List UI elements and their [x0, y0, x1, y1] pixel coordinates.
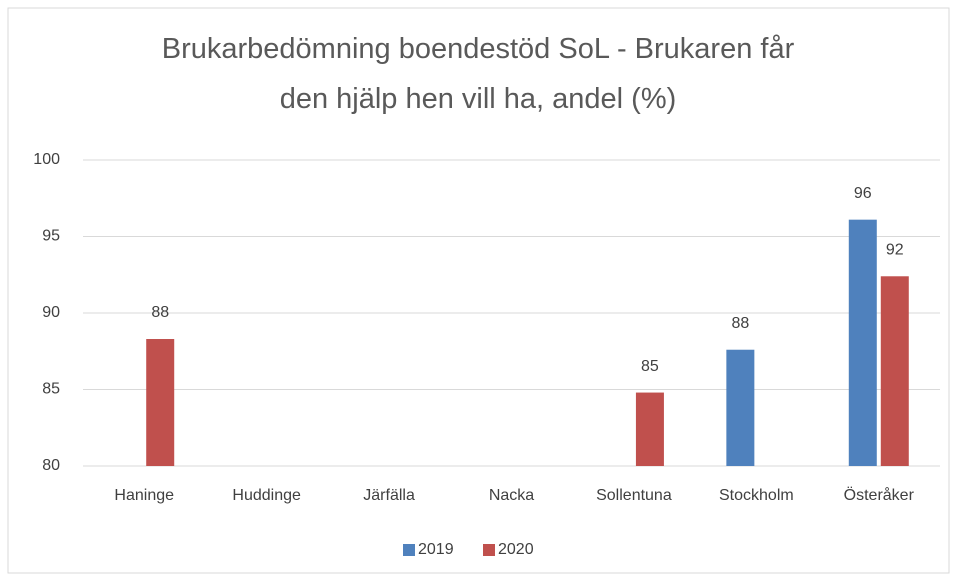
x-tick-label: Stockholm	[719, 487, 794, 504]
bar	[146, 339, 175, 466]
bar	[726, 349, 755, 466]
y-tick-label: 90	[42, 304, 60, 321]
legend-swatch	[403, 544, 415, 556]
x-tick-label: Nacka	[489, 487, 534, 504]
data-label: 88	[731, 315, 749, 332]
data-label: 92	[886, 241, 904, 258]
y-tick-label: 85	[42, 381, 60, 398]
y-tick-label: 95	[42, 228, 60, 245]
data-label: 85	[641, 358, 659, 375]
chart-border	[7, 7, 950, 574]
x-tick-label: Haninge	[114, 487, 174, 504]
x-tick-label: Österåker	[844, 486, 915, 504]
legend-swatch	[483, 544, 495, 556]
data-label: 96	[854, 185, 872, 202]
y-tick-label: 80	[42, 457, 60, 474]
bar	[635, 392, 664, 466]
data-label: 88	[151, 304, 169, 321]
legend-label: 2019	[418, 541, 454, 558]
x-tick-label: Huddinge	[232, 487, 301, 504]
x-tick-label: Järfälla	[363, 487, 415, 504]
chart-title: Brukarbedömning boendestöd SoL - Brukare…	[162, 33, 795, 115]
x-tick-label: Sollentuna	[596, 487, 672, 504]
bar	[848, 219, 877, 466]
y-tick-label: 100	[33, 151, 60, 168]
legend-label: 2020	[498, 541, 534, 558]
bar	[880, 276, 909, 466]
